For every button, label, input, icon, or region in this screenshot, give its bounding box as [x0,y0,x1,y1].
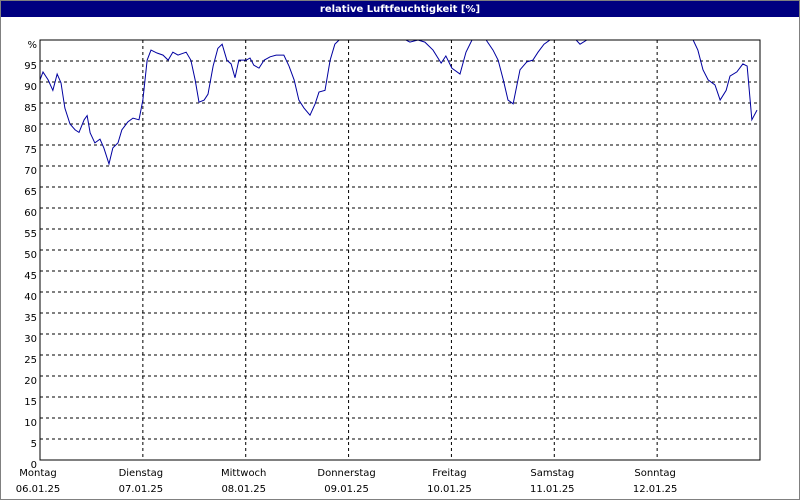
x-tick-date: 09.01.25 [324,484,369,495]
x-tick-label: Samstag [530,468,574,479]
title-bar [0,0,800,17]
x-tick-date: 12.01.25 [633,484,678,495]
y-tick-label: 55 [24,229,37,240]
x-tick-date: 11.01.25 [530,484,575,495]
y-tick-label: 40 [24,292,37,303]
y-tick-label: 25 [24,355,37,366]
y-tick-label: 20 [24,376,37,387]
y-tick-label: 90 [24,82,37,93]
y-tick-label: 35 [24,313,37,324]
x-tick-label: Dienstag [119,468,164,479]
data-line [40,40,758,166]
y-tick-label: 30 [24,334,37,345]
plot-clip [40,40,758,166]
x-tick-label: Freitag [432,468,466,479]
y-tick-label: 80 [24,124,37,135]
y-tick-label: 15 [24,397,37,408]
y-tick-label: % [27,40,37,51]
y-tick-label: 45 [24,271,37,282]
x-tick-label: Sonntag [634,468,676,479]
y-tick-label: 70 [24,166,37,177]
x-tick-date: 06.01.25 [16,484,61,495]
plot-frame [39,39,761,461]
y-tick-label: 85 [24,103,37,114]
y-tick-label: 0 [31,460,37,471]
y-tick-label: 50 [24,250,37,261]
y-tick-label: 95 [24,61,37,72]
y-tick-label: 10 [24,418,37,429]
chart-title: relative Luftfeuchtigkeit [%] [320,4,480,15]
y-tick-label: 75 [24,145,37,156]
y-tick-label: 60 [24,208,37,219]
x-tick-label: Mittwoch [221,468,266,479]
y-tick-label: 5 [31,439,37,450]
x-tick-date: 08.01.25 [221,484,266,495]
x-tick-label: Donnerstag [317,468,375,479]
x-tick-date: 07.01.25 [119,484,164,495]
y-tick-label: 65 [24,187,37,198]
x-tick-date: 10.01.25 [427,484,472,495]
x-tick-label: Montag [19,468,56,479]
